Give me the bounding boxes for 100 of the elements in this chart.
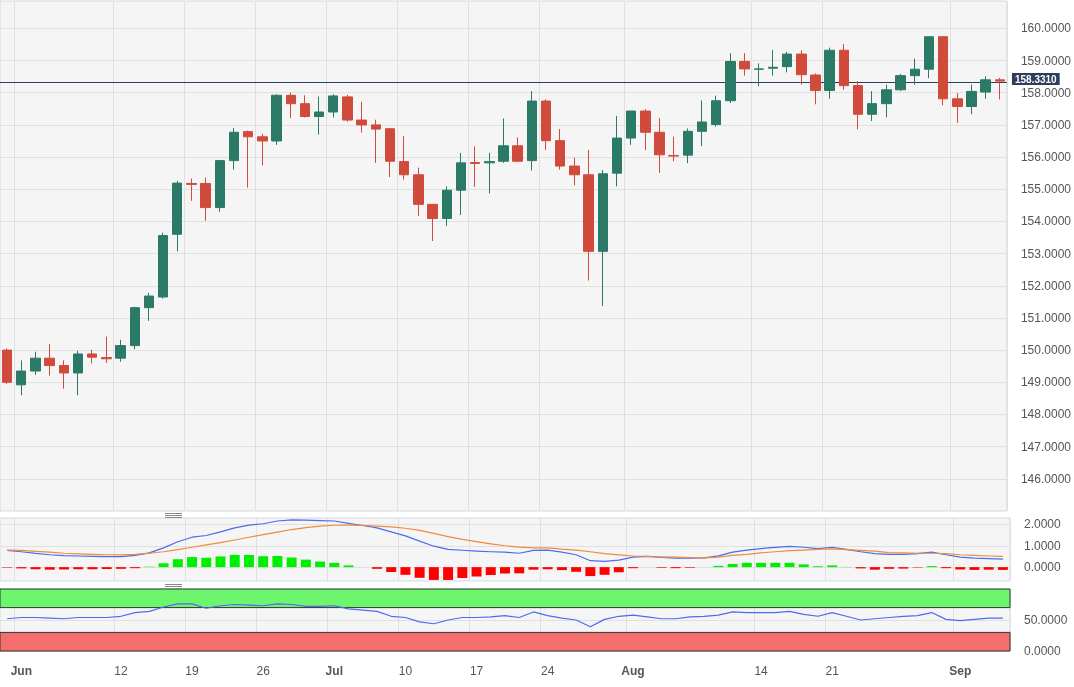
ref-line-label: 158.3310 (1014, 73, 1058, 85)
x-tick-label: 26 (256, 664, 271, 678)
candlestick (342, 94, 353, 123)
candlestick (328, 93, 338, 118)
bar (73, 567, 84, 570)
y-tick-label: 1.0000 (1024, 538, 1062, 553)
candlestick (470, 145, 480, 188)
candlestick (640, 108, 651, 151)
bar (457, 567, 468, 579)
bar (329, 562, 340, 568)
candlestick (867, 90, 877, 122)
candlestick (158, 232, 168, 300)
y-tick-label: 151.0000 (1020, 310, 1072, 325)
candlestick (980, 75, 991, 100)
candlestick (257, 133, 268, 166)
candlestick (541, 98, 551, 151)
bar (30, 567, 41, 570)
y-tick-label: 0.0000 (1024, 644, 1062, 658)
candlestick (200, 177, 211, 222)
candlestick (385, 127, 395, 178)
candlestick (654, 117, 665, 174)
bar (172, 559, 183, 568)
x-tick-label: Sep (949, 664, 972, 678)
candlestick (853, 80, 863, 130)
candlestick (527, 90, 537, 172)
bar (756, 562, 767, 568)
bar (315, 561, 326, 568)
bar (471, 567, 482, 577)
candlestick (824, 47, 835, 100)
candlestick (300, 94, 310, 118)
bar (869, 567, 880, 570)
candlestick (30, 351, 41, 376)
candlestick (768, 49, 778, 77)
candlestick (215, 159, 225, 213)
x-tick-label: 24 (541, 664, 555, 678)
bar (798, 564, 809, 568)
candlestick (796, 49, 807, 86)
y-tick-label: 157.0000 (1020, 117, 1072, 132)
candlestick (442, 185, 452, 227)
y-tick-label: 2.0000 (1024, 517, 1062, 532)
y-tick-label: 50.0000 (1024, 613, 1068, 627)
candlestick (87, 349, 97, 364)
bar (500, 567, 510, 574)
bar (571, 567, 582, 572)
y-tick-label: 147.0000 (1020, 439, 1072, 454)
x-tick-label: Jun (10, 664, 33, 678)
candlestick (683, 127, 693, 164)
bar (428, 567, 439, 580)
candlestick (186, 178, 197, 202)
candlestick (229, 127, 239, 171)
candlestick (895, 73, 906, 92)
candlestick (2, 348, 12, 385)
candlestick (782, 51, 792, 73)
candlestick (484, 152, 495, 194)
x-tick-label: 10 (398, 664, 413, 678)
candlestick (512, 136, 523, 163)
candlestick (966, 84, 977, 115)
bar (386, 567, 397, 573)
candlestick (73, 350, 83, 396)
bar (400, 567, 411, 575)
line-series (6, 603, 1004, 628)
y-tick-label: 159.0000 (1020, 53, 1072, 68)
bar (258, 556, 269, 568)
bar (87, 567, 98, 570)
bar (286, 557, 297, 568)
bar (443, 567, 454, 580)
y-tick-label: 154.0000 (1020, 214, 1072, 229)
candlestick (839, 43, 849, 91)
candlestick (456, 152, 466, 216)
x-tick-label: 12 (114, 664, 128, 678)
bar (983, 567, 994, 570)
candlestick (910, 58, 920, 86)
bar (215, 556, 226, 568)
bar (556, 567, 567, 571)
candlestick (314, 96, 324, 136)
candlestick (754, 62, 764, 87)
y-tick-label: 149.0000 (1020, 375, 1072, 390)
x-tick-label: 21 (825, 664, 840, 678)
bar (770, 562, 781, 568)
candlestick (626, 110, 636, 146)
candlestick (952, 92, 963, 124)
candlestick (44, 343, 55, 377)
bar (243, 554, 254, 568)
y-tick-label: 148.0000 (1020, 407, 1072, 422)
candlestick (101, 336, 112, 364)
candlestick (711, 95, 721, 128)
candlestick (697, 99, 707, 147)
candlestick (725, 52, 736, 104)
x-tick-label: 14 (754, 664, 769, 678)
candlestick (810, 72, 821, 105)
bar (514, 567, 525, 574)
x-tick-label: 19 (185, 664, 200, 678)
candlestick (881, 84, 892, 118)
candlestick (243, 130, 253, 189)
candlestick (598, 169, 608, 307)
x-tick-label: Aug (621, 664, 645, 678)
bar (997, 567, 1008, 570)
bar (969, 567, 980, 570)
candlestick (739, 52, 750, 77)
bar (44, 567, 55, 570)
